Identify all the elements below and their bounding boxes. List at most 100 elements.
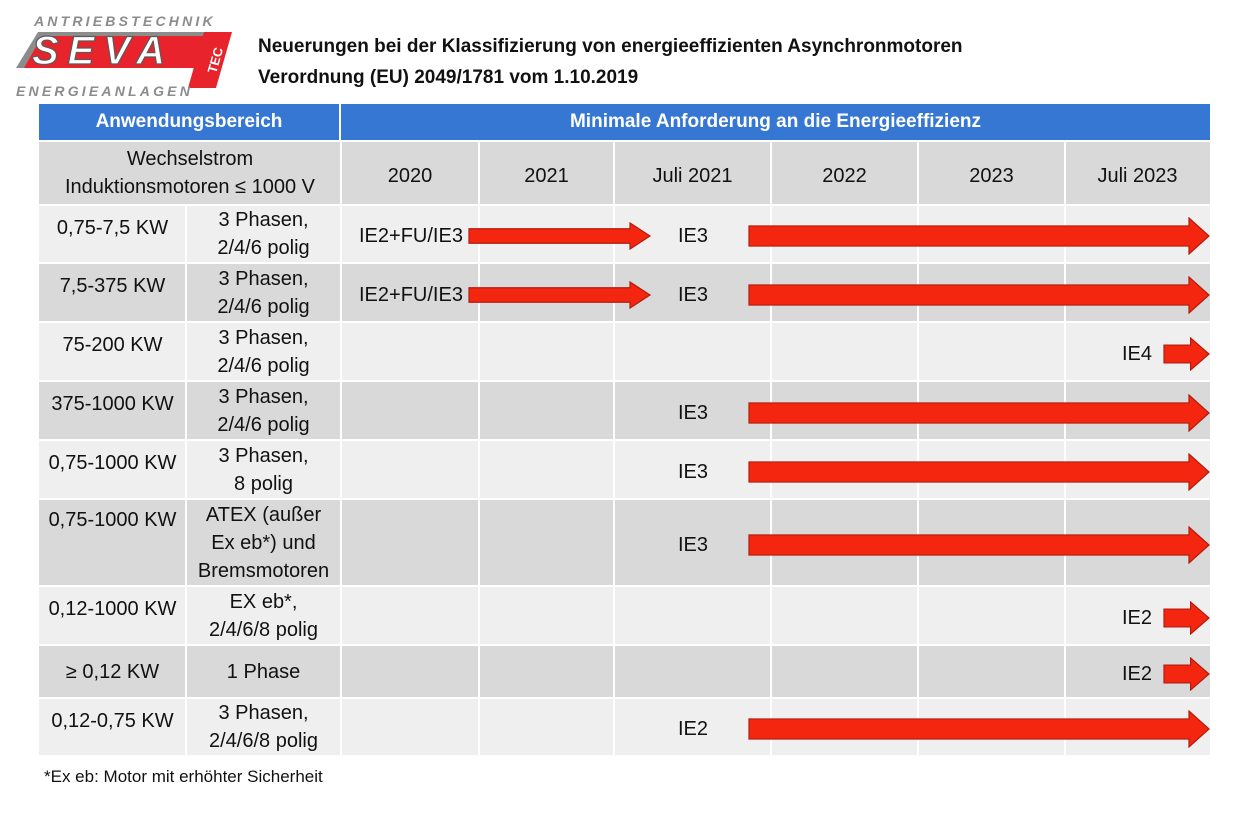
start-efficiency-label: IE2+FU/IE3 <box>359 225 463 247</box>
arrow-shape <box>1163 656 1210 691</box>
motor-type-line: 1 Phase <box>226 660 301 683</box>
motor-type-line: 2/4/6 polig <box>217 354 310 377</box>
transition-arrow <box>468 222 652 250</box>
column-divider <box>770 142 772 757</box>
efficiency-class-label: IE2 <box>1122 606 1153 629</box>
arrow-shape <box>748 710 1210 748</box>
requirement-arrow <box>748 452 1210 491</box>
motor-type-line: 3 Phasen, <box>218 385 309 408</box>
motor-type-text: 3 Phasen, 2/4/6 polig <box>217 206 309 262</box>
arrow-shape <box>1163 600 1210 635</box>
motor-type-text: 3 Phasen, 2/4/6 polig <box>217 383 309 439</box>
motor-type-line: 3 Phasen, <box>218 267 309 290</box>
motor-type-text: EX eb*, 2/4/6/8 polig <box>209 588 318 644</box>
subheader-text: Wechselstrom Induktionsmotoren ≤ 1000 V <box>65 145 315 201</box>
arrow-shape <box>748 217 1210 255</box>
motor-type: 3 Phasen, 2/4/6 polig <box>186 382 341 439</box>
motor-type-line: 2/4/6 polig <box>217 295 310 318</box>
requirement-arrow <box>1163 600 1210 635</box>
power-range: 7,5-375 KW <box>59 275 166 297</box>
power-range: ≥ 0,12 KW <box>65 660 160 683</box>
table-row <box>39 646 1210 697</box>
efficiency-class-label: IE3 <box>678 401 709 424</box>
logo-red-band <box>24 36 212 68</box>
page-subtitle: Verordnung (EU) 2049/1781 vom 1.10.2019 <box>258 67 639 88</box>
subheader-line: Wechselstrom <box>126 148 254 170</box>
power-range: 75-200 KW <box>62 334 163 356</box>
motor-type-text: 3 Phasen, 8 polig <box>218 442 308 498</box>
efficiency-class-label: IE3 <box>678 283 709 306</box>
column-divider <box>613 142 615 757</box>
motor-type-text: 3 Phasen, 2/4/6 polig <box>217 324 309 380</box>
arrow-shape <box>468 280 652 309</box>
requirement-arrow <box>748 275 1210 314</box>
requirement-arrow <box>748 393 1210 432</box>
motor-type: 1 Phase <box>186 646 341 697</box>
year-header: 2022 <box>822 165 867 187</box>
motor-type-line: Bremsmotoren <box>197 559 330 582</box>
table-row <box>39 587 1210 644</box>
logo-bottom-text: ENERGIEANLAGEN <box>16 83 193 99</box>
table-row <box>39 323 1210 380</box>
footnote: *Ex eb: Motor mit erhöhter Sicherheit <box>44 767 323 786</box>
logo-brand: SEVA <box>32 29 174 73</box>
motor-type-text: 3 Phasen, 2/4/6 polig <box>217 265 309 321</box>
motor-type-line: 3 Phasen, <box>218 326 309 349</box>
efficiency-class-label: IE4 <box>1122 342 1153 365</box>
arrow-shape <box>748 393 1210 432</box>
arrow-shape <box>1163 336 1210 371</box>
year-header: 2020 <box>387 165 433 187</box>
power-range: 0,12-1000 KW <box>48 598 177 620</box>
requirement-arrow <box>748 217 1210 255</box>
motor-type: 3 Phasen, 8 polig <box>186 441 341 498</box>
efficiency-class-label: IE2 <box>678 718 709 740</box>
column-divider <box>478 142 480 757</box>
subheader-motor-type: Wechselstrom Induktionsmotoren ≤ 1000 V <box>39 142 341 204</box>
motor-type-text: 1 Phase <box>227 658 300 686</box>
arrow-shape <box>748 525 1210 564</box>
column-divider <box>340 142 342 757</box>
motor-type-line: 2/4/6 polig <box>217 413 310 436</box>
motor-type-line: 3 Phasen, <box>218 444 309 467</box>
motor-type-line: EX eb*, <box>229 590 298 613</box>
header-application-area: Anwendungsbereich <box>39 104 339 140</box>
column-divider <box>1064 142 1066 757</box>
requirement-arrow <box>1163 656 1210 691</box>
motor-type: 3 Phasen, 2/4/6 polig <box>186 206 341 262</box>
year-header: 2021 <box>524 165 569 187</box>
column-divider <box>185 206 187 757</box>
motor-type-line: ATEX (außer <box>205 503 322 526</box>
arrow-shape <box>748 452 1210 491</box>
motor-type-text: ATEX (außer Ex eb*) und Bremsmotoren <box>198 501 329 585</box>
power-range: 0,75-7,5 KW <box>56 217 169 239</box>
motor-type-line: Ex eb*) und <box>211 531 316 554</box>
subheader-line: Induktionsmotoren ≤ 1000 V <box>64 176 316 198</box>
power-range: 375-1000 KW <box>51 393 174 415</box>
header-min-efficiency: Minimale Anforderung an die Energieeffiz… <box>341 104 1210 140</box>
motor-type: 3 Phasen, 2/4/6 polig <box>186 264 341 321</box>
efficiency-class-label: IE2 <box>1122 662 1153 685</box>
logo-tec-band <box>188 32 232 88</box>
motor-type-line: 3 Phasen, <box>218 209 309 231</box>
requirement-arrow <box>748 525 1210 564</box>
logo-top-text: ANTRIEBSTECHNIK <box>33 13 216 29</box>
logo-tec: TEC <box>204 45 226 75</box>
power-range: 0,75-1000 KW <box>48 509 177 531</box>
motor-type: ATEX (außer Ex eb*) und Bremsmotoren <box>186 500 341 585</box>
power-range: 0,75-1000 KW <box>48 452 177 474</box>
efficiency-class-label: IE3 <box>678 225 709 247</box>
year-header: 2023 <box>969 165 1014 187</box>
motor-type-line: 2/4/6 polig <box>217 237 310 259</box>
year-header: Juli 2023 <box>1097 165 1178 187</box>
requirement-arrow <box>1163 336 1210 371</box>
motor-type-line: 2/4/6/8 polig <box>209 730 318 752</box>
seva-logo: ANTRIEBSTECHNIK SEVA TEC ENERGIEANLAGEN <box>16 13 232 99</box>
start-efficiency-label: IE2+FU/IE3 <box>359 283 463 306</box>
year-header: Juli 2021 <box>652 165 733 187</box>
arrow-shape <box>748 275 1210 314</box>
efficiency-class-label: IE3 <box>678 533 709 556</box>
motor-type-line: 8 polig <box>234 472 293 495</box>
subheader-row <box>39 142 1210 204</box>
motor-type: 3 Phasen, 2/4/6 polig <box>186 323 341 380</box>
